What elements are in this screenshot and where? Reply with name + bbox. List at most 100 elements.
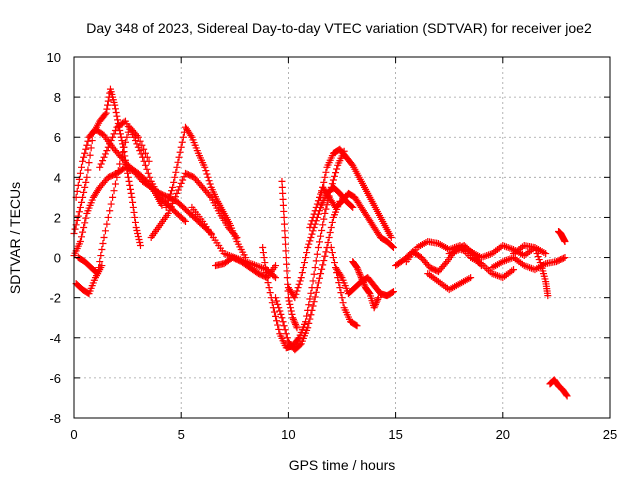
data-point bbox=[318, 226, 326, 234]
data-point bbox=[374, 295, 382, 303]
data-point bbox=[481, 263, 489, 271]
data-point bbox=[81, 183, 89, 191]
data-point bbox=[111, 180, 119, 188]
data-point bbox=[134, 143, 142, 151]
data-point bbox=[123, 133, 131, 141]
data-point bbox=[353, 264, 361, 272]
data-point bbox=[304, 244, 312, 252]
data-point bbox=[141, 161, 149, 169]
data-point bbox=[321, 173, 329, 181]
data-point bbox=[134, 229, 142, 237]
data-point bbox=[295, 280, 303, 288]
data-point bbox=[171, 173, 179, 181]
data-point bbox=[317, 232, 325, 240]
data-point bbox=[80, 223, 88, 231]
data-point bbox=[533, 250, 541, 258]
data-point bbox=[283, 274, 291, 282]
data-point bbox=[274, 300, 282, 308]
x-tick-label: 20 bbox=[496, 427, 510, 442]
data-point bbox=[321, 209, 329, 217]
data-point bbox=[100, 153, 108, 161]
data-point bbox=[259, 244, 267, 252]
x-axis-label: GPS time / hours bbox=[289, 457, 396, 473]
data-point bbox=[318, 265, 326, 273]
data-point bbox=[319, 183, 327, 191]
data-point bbox=[330, 259, 338, 267]
data-point bbox=[135, 236, 143, 244]
data-point bbox=[206, 192, 214, 200]
data-point bbox=[303, 249, 311, 257]
data-point bbox=[103, 105, 111, 113]
data-point bbox=[73, 216, 81, 224]
data-point bbox=[177, 179, 185, 187]
data-point bbox=[263, 274, 271, 282]
data-point bbox=[272, 294, 280, 302]
data-point bbox=[125, 177, 133, 185]
data-point bbox=[143, 165, 151, 173]
data-point bbox=[262, 269, 270, 277]
data-point bbox=[283, 334, 291, 342]
data-point bbox=[312, 257, 320, 265]
data-point bbox=[181, 217, 189, 225]
y-tick-label: 10 bbox=[47, 50, 61, 65]
data-point bbox=[121, 138, 129, 146]
data-point bbox=[332, 169, 340, 177]
data-point bbox=[319, 261, 327, 269]
data-point bbox=[307, 311, 315, 319]
data-point bbox=[305, 240, 313, 248]
chart-title: Day 348 of 2023, Sidereal Day-to-day VTE… bbox=[86, 20, 592, 36]
data-point bbox=[311, 264, 319, 272]
data-point bbox=[82, 145, 90, 153]
series-track-j bbox=[212, 254, 280, 282]
data-point bbox=[104, 97, 112, 105]
data-point bbox=[306, 315, 314, 323]
y-tick-label: -2 bbox=[49, 291, 61, 306]
series-track-l bbox=[272, 197, 344, 354]
data-point bbox=[124, 173, 132, 181]
data-point bbox=[110, 130, 118, 138]
data-point bbox=[107, 137, 115, 145]
plot-frame bbox=[73, 56, 611, 419]
data-point bbox=[298, 269, 306, 277]
data-point bbox=[259, 249, 267, 257]
series-track-v bbox=[424, 270, 475, 294]
data-point bbox=[103, 147, 111, 155]
data-point bbox=[103, 220, 111, 228]
data-point bbox=[339, 299, 347, 307]
data-point bbox=[358, 275, 366, 283]
data-point bbox=[176, 183, 184, 191]
data-point bbox=[326, 228, 334, 236]
data-point bbox=[307, 220, 315, 228]
data-point bbox=[130, 133, 138, 141]
data-point bbox=[120, 143, 128, 151]
data-point bbox=[170, 178, 178, 186]
data-point bbox=[371, 302, 379, 310]
data-point bbox=[76, 203, 84, 211]
data-point bbox=[306, 223, 314, 231]
data-point bbox=[312, 288, 320, 296]
data-point bbox=[133, 226, 141, 234]
data-point bbox=[74, 212, 82, 220]
data-point bbox=[168, 187, 176, 195]
data-point bbox=[563, 392, 571, 400]
data-point bbox=[166, 206, 174, 214]
data-point bbox=[166, 190, 174, 198]
x-tick-label: 15 bbox=[388, 427, 402, 442]
data-point bbox=[293, 287, 301, 295]
data-point bbox=[169, 183, 177, 191]
data-point bbox=[176, 148, 184, 156]
data-point bbox=[80, 188, 88, 196]
data-point bbox=[78, 233, 86, 241]
data-point bbox=[359, 279, 367, 287]
data-point bbox=[333, 165, 341, 173]
data-point bbox=[262, 264, 270, 272]
data-point bbox=[273, 297, 281, 305]
x-axis-ticks: 0 5 10 15 20 25 bbox=[70, 57, 617, 442]
data-point bbox=[291, 294, 299, 302]
data-point bbox=[167, 203, 175, 211]
data-point bbox=[278, 177, 286, 185]
data-point bbox=[302, 318, 310, 326]
data-point bbox=[313, 250, 321, 258]
data-point bbox=[544, 292, 552, 300]
data-point bbox=[370, 304, 378, 312]
